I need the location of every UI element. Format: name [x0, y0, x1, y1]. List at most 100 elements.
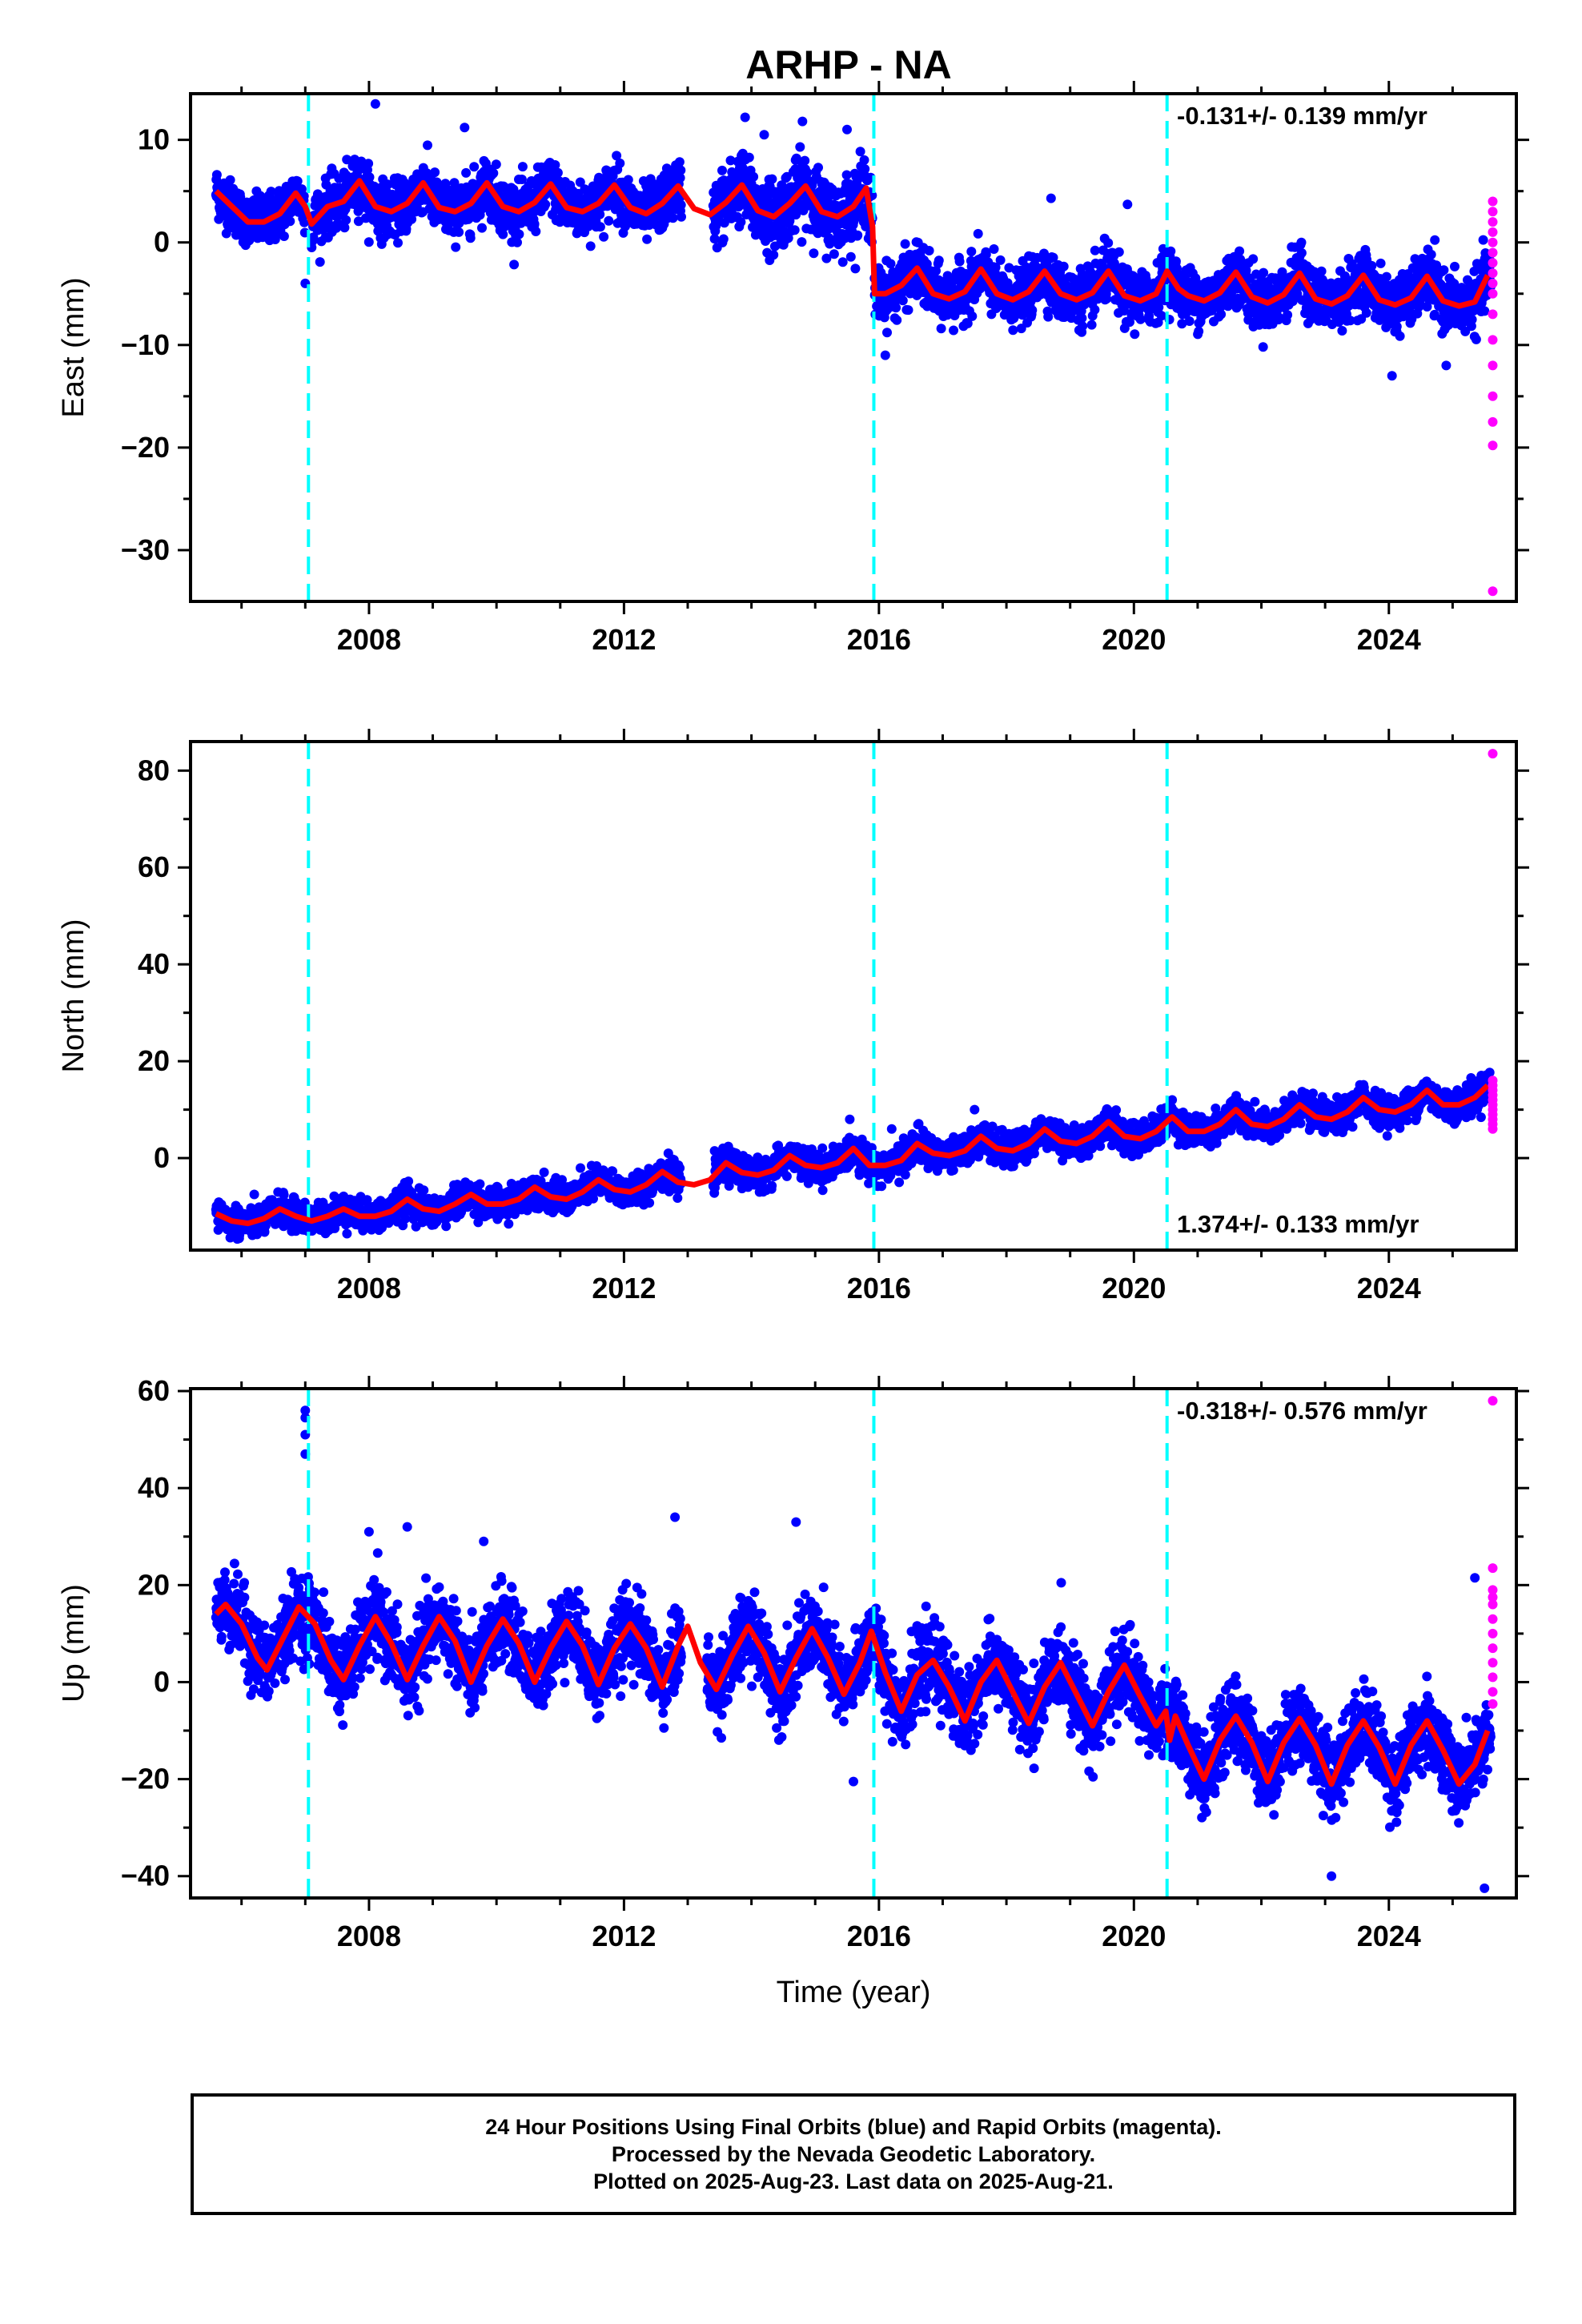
rapid-orbit-point — [1488, 227, 1498, 237]
final-orbit-point — [517, 162, 528, 172]
final-orbit-point — [1241, 265, 1251, 275]
final-orbit-point — [1114, 247, 1124, 257]
final-orbit-points — [211, 99, 1496, 381]
final-orbit-point — [809, 248, 819, 259]
final-orbit-point — [1130, 329, 1140, 340]
final-orbit-point — [1430, 235, 1440, 245]
final-orbit-point — [989, 244, 999, 254]
y-tick-label: −30 — [121, 533, 170, 566]
final-orbit-point — [1191, 273, 1201, 283]
final-orbit-point — [1008, 325, 1018, 336]
y-tick-label: 10 — [138, 123, 170, 156]
final-orbit-point — [967, 311, 978, 321]
final-orbit-point — [1184, 316, 1195, 326]
rapid-orbit-point — [1488, 196, 1498, 207]
final-orbit-point — [676, 165, 686, 175]
final-orbit-point — [1375, 258, 1386, 268]
final-orbit-outlier — [842, 124, 852, 135]
rapid-orbit-point — [1488, 309, 1498, 320]
final-orbit-point — [1426, 249, 1436, 259]
final-orbit-point — [767, 174, 777, 184]
final-orbit-point — [1156, 311, 1166, 321]
final-orbit-outlier — [1046, 193, 1056, 203]
rapid-orbit-point — [1488, 237, 1498, 247]
final-orbit-point — [1480, 306, 1490, 316]
final-orbit-point — [962, 318, 973, 328]
final-orbit-point — [1283, 310, 1293, 320]
final-orbit-point — [339, 223, 350, 233]
final-orbit-outlier — [759, 130, 769, 140]
final-orbit-point — [1194, 326, 1204, 336]
final-orbit-point — [1048, 252, 1058, 263]
final-orbit-point — [825, 239, 835, 249]
final-orbit-point — [885, 259, 896, 269]
x-tick-label: 2024 — [1357, 623, 1421, 656]
final-orbit-point — [850, 263, 861, 274]
final-orbit-point — [1296, 237, 1307, 247]
final-orbit-point — [585, 241, 596, 251]
final-orbit-point — [855, 147, 865, 157]
final-orbit-point — [595, 209, 605, 219]
final-orbit-point — [903, 305, 913, 316]
x-tick-label: 2020 — [1102, 623, 1166, 656]
final-orbit-point — [1258, 342, 1268, 352]
final-orbit-point — [1077, 313, 1087, 324]
final-orbit-point — [1177, 319, 1187, 329]
final-orbit-point — [900, 239, 910, 249]
final-orbit-point — [1058, 261, 1069, 271]
final-orbit-point — [364, 172, 375, 183]
final-orbit-point — [315, 257, 325, 267]
final-orbit-point — [1391, 321, 1402, 332]
x-tick-label: 2012 — [592, 623, 656, 656]
final-orbit-point — [430, 167, 440, 178]
final-orbit-point — [514, 229, 524, 239]
rapid-orbit-point — [1488, 586, 1498, 597]
rapid-orbit-point — [1488, 258, 1498, 268]
final-orbit-point — [512, 237, 522, 247]
final-orbit-point — [1407, 273, 1418, 283]
final-orbit-point — [509, 259, 520, 270]
final-orbit-point — [769, 250, 779, 260]
final-orbit-point — [675, 173, 685, 183]
final-orbit-point — [821, 253, 832, 263]
rapid-orbit-point — [1488, 268, 1498, 279]
final-orbit-point — [1027, 305, 1038, 316]
final-orbit-point — [1259, 267, 1269, 278]
model-fit-line — [214, 178, 1491, 309]
final-orbit-point — [1154, 302, 1164, 312]
final-orbit-point — [1235, 246, 1245, 256]
final-orbit-outlier — [460, 123, 470, 133]
final-orbit-point — [845, 251, 856, 262]
final-orbit-point — [717, 165, 727, 175]
rapid-orbit-point — [1488, 207, 1498, 217]
rapid-orbit-point — [1488, 360, 1498, 371]
final-orbit-point — [225, 175, 235, 185]
final-orbit-point — [966, 247, 977, 257]
final-orbit-point — [516, 175, 527, 184]
final-orbit-point — [954, 256, 965, 267]
final-orbit-point — [802, 167, 813, 178]
rapid-orbit-point — [1488, 440, 1498, 451]
final-orbit-point — [465, 233, 476, 243]
rate-label: -0.131+/- 0.139 mm/yr — [1177, 102, 1427, 130]
final-orbit-point — [1043, 312, 1054, 322]
final-orbit-point — [642, 234, 652, 244]
final-orbit-point — [1004, 263, 1014, 273]
final-orbit-point — [454, 227, 464, 237]
final-orbit-point — [1078, 321, 1088, 332]
final-orbit-point — [860, 164, 870, 174]
final-orbit-point — [1296, 247, 1307, 258]
rapid-orbit-points — [1488, 196, 1498, 597]
final-orbit-point — [575, 177, 585, 187]
final-orbit-point — [1345, 316, 1355, 326]
final-orbit-point — [595, 222, 605, 232]
rapid-orbit-point — [1488, 335, 1498, 345]
final-orbit-point — [292, 176, 303, 187]
final-orbit-outlier — [370, 99, 380, 109]
final-orbit-point — [749, 171, 759, 182]
final-orbit-point — [1449, 279, 1460, 289]
final-orbit-point — [733, 202, 744, 212]
final-orbit-point — [461, 167, 472, 178]
